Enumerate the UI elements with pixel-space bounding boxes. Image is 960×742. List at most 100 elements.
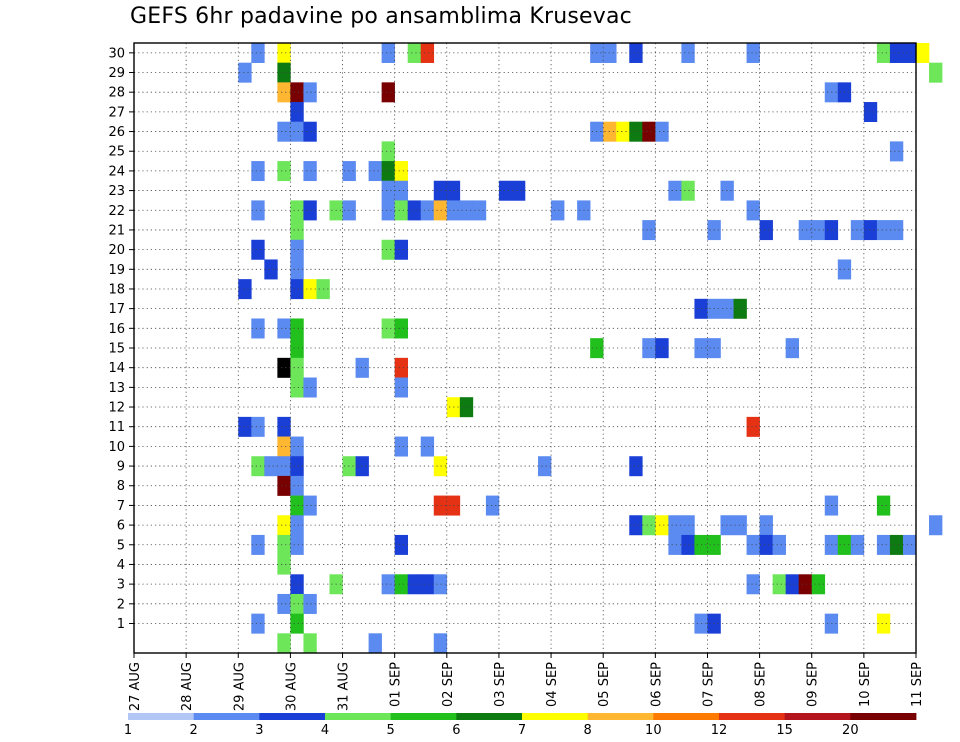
- colorbar-swatch: [587, 713, 654, 720]
- heatmap-cell: [889, 141, 904, 162]
- colorbar-swatch: [784, 713, 851, 720]
- y-tick-label: 16: [108, 322, 125, 337]
- colorbar: 1 2 3 4 5 6 7 8 10 12 15 20: [124, 713, 917, 738]
- heatmap-cell: [303, 161, 317, 182]
- heatmap-cell: [876, 43, 891, 63]
- y-tick-label: 6: [117, 519, 125, 534]
- heatmap-cell: [394, 357, 408, 378]
- heatmap-cell: [420, 574, 435, 595]
- heatmap-cell: [772, 534, 786, 555]
- heatmap-cell: [433, 180, 448, 201]
- heatmap-cell: [303, 593, 317, 614]
- heatmap-cell: [303, 200, 317, 221]
- heatmap-cell: [668, 515, 682, 536]
- heatmap-cell: [290, 82, 304, 103]
- heatmap-cell: [798, 220, 813, 241]
- colorbar-label: 4: [321, 723, 329, 738]
- heatmap-cell: [303, 495, 317, 516]
- colorbar-swatch: [719, 713, 786, 720]
- heatmap-cell: [420, 43, 435, 63]
- heatmap-cell: [498, 180, 513, 201]
- heatmap-cell: [511, 180, 526, 201]
- heatmap-cell: [772, 574, 786, 595]
- heatmap-cell: [368, 633, 382, 654]
- y-tick-label: 17: [108, 302, 125, 317]
- heatmap-cell: [290, 593, 304, 614]
- heatmap-cell: [759, 220, 773, 241]
- y-tick-label: 5: [117, 538, 125, 553]
- heatmap-cell: [811, 220, 826, 241]
- y-tick-label: 19: [108, 263, 125, 278]
- heatmap-cell: [238, 62, 252, 83]
- heatmap-cell: [733, 515, 747, 536]
- colorbar-swatch: [128, 713, 195, 720]
- heatmap-cell: [290, 357, 304, 378]
- y-tick-label: 10: [108, 440, 125, 455]
- colorbar-label: 12: [711, 723, 728, 738]
- heatmap-cell: [603, 43, 617, 63]
- heatmap-cell: [290, 515, 304, 536]
- heatmap-cell: [277, 593, 291, 614]
- heatmap-cell: [277, 436, 291, 457]
- heatmap-cell: [629, 515, 643, 536]
- x-tick-label: 30 AUG: [284, 662, 299, 711]
- heatmap-cell: [290, 121, 304, 142]
- heatmap-cell: [433, 495, 448, 516]
- heatmap-cell: [902, 534, 917, 555]
- heatmap-cell: [420, 200, 435, 221]
- heatmap-cell: [746, 200, 760, 221]
- heatmap-cell: [629, 456, 643, 477]
- colorbar-label: 20: [842, 723, 859, 738]
- heatmap-cell: [238, 416, 252, 437]
- heatmap-cell: [290, 534, 304, 555]
- y-tick-label: 8: [117, 479, 125, 494]
- y-tick-label: 26: [108, 125, 125, 140]
- y-tick-label: 13: [108, 381, 125, 396]
- y-tick-label: 3: [117, 578, 125, 593]
- heatmap-cell: [889, 43, 904, 63]
- heatmap-cell: [551, 200, 565, 221]
- heatmap-cell: [681, 43, 695, 63]
- colorbar-swatch: [850, 713, 917, 720]
- heatmap-cell: [277, 161, 291, 182]
- heatmap-cell: [251, 43, 265, 63]
- heatmap-cell: [290, 220, 304, 241]
- y-axis-labels: 1234567891011121314151617181920212223242…: [108, 46, 134, 632]
- y-tick-label: 29: [108, 66, 125, 81]
- heatmap-cell: [485, 495, 500, 516]
- colorbar-label: 5: [387, 723, 395, 738]
- x-tick-label: 07 SEP: [701, 662, 716, 707]
- heatmap-cell: [889, 220, 904, 241]
- heatmap-cell: [264, 259, 278, 280]
- heatmap-cell: [290, 456, 304, 477]
- heatmap-cell: [251, 239, 265, 260]
- heatmap-cell: [290, 259, 304, 280]
- heatmap-cell: [759, 534, 773, 555]
- heatmap-cell: [629, 121, 643, 142]
- x-tick-label: 09 SEP: [806, 662, 821, 707]
- heatmap-cell: [251, 318, 265, 339]
- heatmap-cell: [876, 220, 891, 241]
- heatmap-cell: [251, 534, 265, 555]
- heatmap-cell: [394, 200, 408, 221]
- colorbar-label: 7: [518, 723, 526, 738]
- heatmap-cell: [290, 102, 304, 123]
- heatmap-cell: [238, 279, 252, 300]
- heatmap-cell: [251, 200, 265, 221]
- heatmap-cell: [251, 613, 265, 634]
- heatmap-cell: [381, 180, 395, 201]
- heatmap-cell: [433, 456, 448, 477]
- y-tick-label: 27: [108, 105, 125, 120]
- heatmap-cell: [394, 239, 408, 260]
- colorbar-label: 6: [452, 723, 460, 738]
- heatmap-cell: [538, 456, 552, 477]
- heatmap-cell: [381, 141, 395, 162]
- colorbar-label: 10: [645, 723, 662, 738]
- x-tick-label: 29 AUG: [232, 662, 247, 711]
- heatmap-cell: [355, 357, 369, 378]
- heatmap-cell: [290, 239, 304, 260]
- y-tick-label: 22: [108, 204, 125, 219]
- colorbar-swatch: [522, 713, 589, 720]
- heatmap-cell: [902, 43, 917, 63]
- colorbar-swatch: [456, 713, 523, 720]
